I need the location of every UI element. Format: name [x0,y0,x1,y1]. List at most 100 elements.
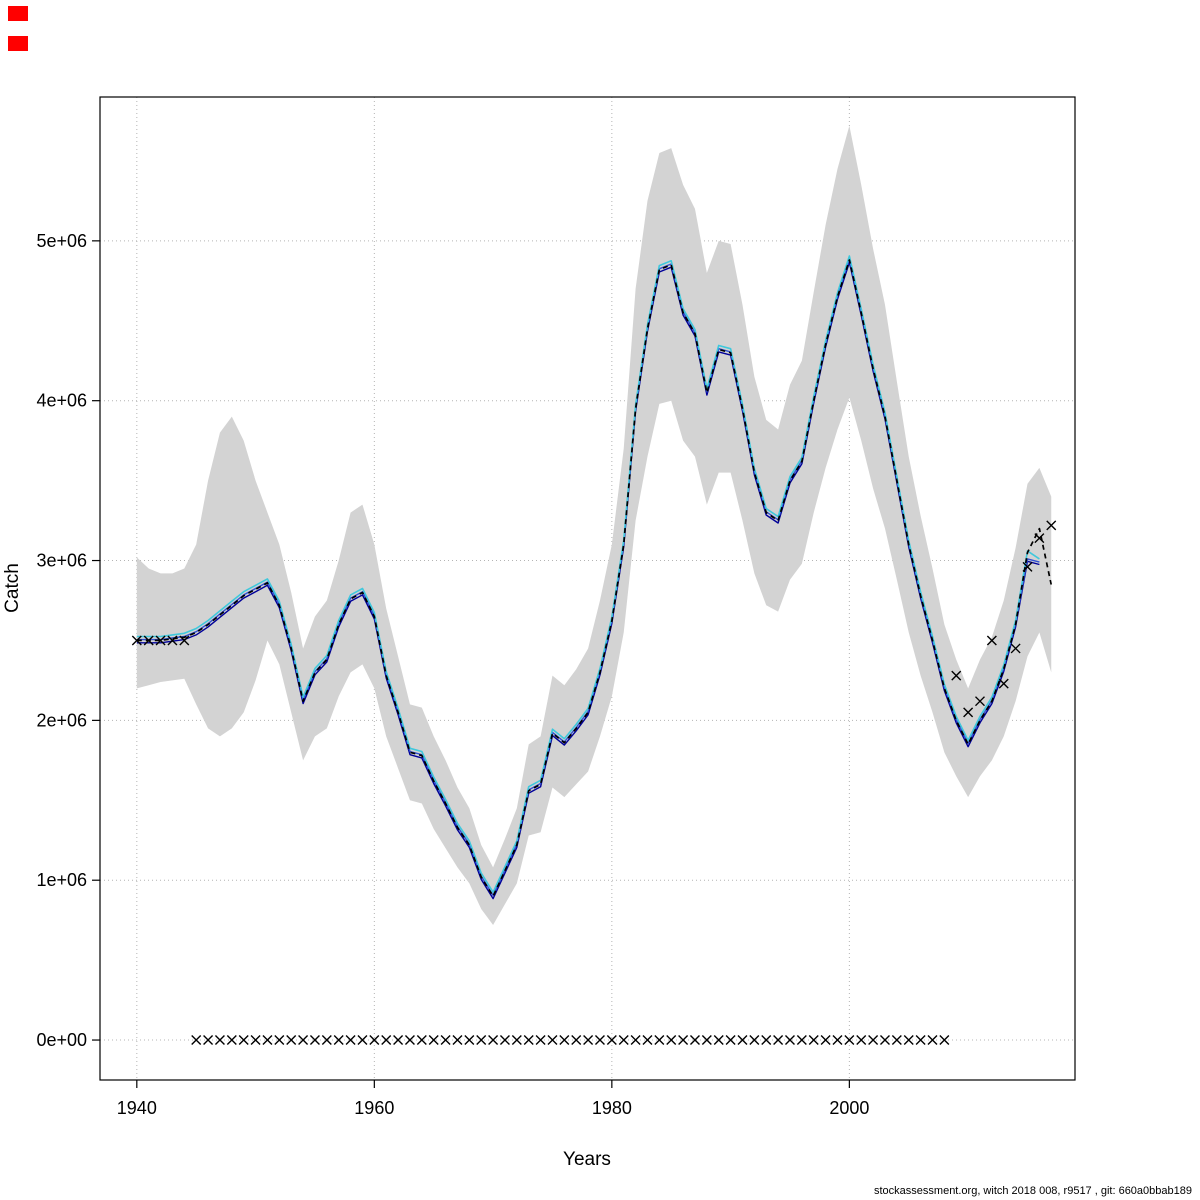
observed-catch-marker [689,1035,700,1046]
series-fit-cyan [136,255,1040,893]
observed-catch-marker [868,1035,879,1046]
y-tick-label: 0e+00 [36,1030,87,1050]
observed-catch-marker [856,1035,867,1046]
x-tick-label: 1980 [592,1098,632,1118]
observed-catch-marker [464,1035,475,1046]
observed-catch-marker [488,1035,499,1046]
observed-catch-marker [321,1035,332,1046]
observed-catch-marker [832,1035,843,1046]
observed-catch-marker [191,1035,202,1046]
observed-catch-marker [654,1035,665,1046]
observed-catch-marker [274,1035,285,1046]
observed-catch-marker [761,1035,772,1046]
observed-catch-marker [903,1035,914,1046]
observed-catch-marker [381,1035,392,1046]
footer-text: stockassessment.org, witch 2018 008, r95… [874,1185,1192,1197]
y-tick-label: 1e+06 [36,870,87,890]
x-axis-label: Years [563,1149,611,1170]
observed-catch-marker [143,635,154,646]
observed-catch-marker [713,1035,724,1046]
observed-catch-marker [155,635,166,646]
observed-catch-marker [808,1035,819,1046]
plot-border [99,96,1076,1081]
y-tick-label: 2e+06 [36,710,87,730]
y-axis-label: Catch [2,563,23,613]
observed-catch-marker [476,1035,487,1046]
observed-catch-marker [535,1035,546,1046]
observed-catch-marker [583,1035,594,1046]
chart-layer: 1940 1960 1980 2000 0e+00 1e+06 2e+06 3e+06 4e+0… [36,96,1076,1118]
observed-catch-marker [499,1035,510,1046]
observed-catch-marker [974,696,985,707]
observed-catch-marker [309,1035,320,1046]
observed-catch-marker [1010,643,1021,654]
observed-catch-marker [298,1035,309,1046]
observed-catch-marker [784,1035,795,1046]
observed-catch-marker [333,1035,344,1046]
observed-catch-marker [369,1035,380,1046]
observed-catch-marker [1034,533,1045,544]
y-tick-label: 3e+06 [36,551,87,571]
observed-catch-marker [404,1035,415,1046]
observed-catch-marker [963,707,974,718]
observed-catch-marker [891,1035,902,1046]
observed-catch-marker [203,1035,214,1046]
observed-catch-marker [571,1035,582,1046]
x-tick-label: 1940 [117,1098,157,1118]
observed-catch-marker [678,1035,689,1046]
observed-catch-marker [749,1035,760,1046]
x-tick-label: 2000 [829,1098,869,1118]
observed-catch-marker [393,1035,404,1046]
observed-catch-marker [796,1035,807,1046]
observed-catch-marker [939,1035,950,1046]
observed-catch-marker [226,1035,237,1046]
observed-catch-marker [701,1035,712,1046]
observed-catch-marker [1022,561,1033,572]
observed-catch-marker [262,1035,273,1046]
observed-catch-marker [286,1035,297,1046]
observed-catch-marker [879,1035,890,1046]
observed-catch-marker [523,1035,534,1046]
x-tick-label: 1960 [354,1098,394,1118]
observed-catch-marker [606,1035,617,1046]
observed-catch-marker [547,1035,558,1046]
observed-catch-marker [915,1035,926,1046]
observed-catch-marker [998,678,1009,689]
observed-catch-marker [666,1035,677,1046]
observed-catch-marker [1046,520,1057,531]
observed-catch-marker [773,1035,784,1046]
observed-catch-marker [844,1035,855,1046]
observed-catch-marker [594,1035,605,1046]
observed-catch-marker [820,1035,831,1046]
observed-catch-marker [986,635,997,646]
observed-catch-marker [737,1035,748,1046]
observed-catch-marker [618,1035,629,1046]
observed-catch-marker [357,1035,368,1046]
observed-catch-marker [131,635,142,646]
y-tick-label: 5e+06 [36,231,87,251]
observed-catch-marker [927,1035,938,1046]
observed-catch-marker [238,1035,249,1046]
observed-catch-marker [440,1035,451,1046]
observed-catch-marker [167,635,178,646]
observed-catch-marker [179,635,190,646]
observed-catch-marker [642,1035,653,1046]
red-marker-top [8,6,28,21]
observed-catch-marker [214,1035,225,1046]
red-marker-bottom [8,36,28,51]
observed-catch-marker [345,1035,356,1046]
observed-catch-marker [452,1035,463,1046]
series-estimate-dashed [136,259,1053,898]
observed-catch-marker [250,1035,261,1046]
y-tick-label: 4e+06 [36,391,87,411]
observed-catch-marker [428,1035,439,1046]
observed-catch-marker [511,1035,522,1046]
observed-catch-marker [416,1035,427,1046]
confidence-band [136,125,1052,925]
observed-catch-marker [725,1035,736,1046]
observed-catch-marker [951,670,962,681]
observed-catch-marker [630,1035,641,1046]
observed-catch-marker [559,1035,570,1046]
